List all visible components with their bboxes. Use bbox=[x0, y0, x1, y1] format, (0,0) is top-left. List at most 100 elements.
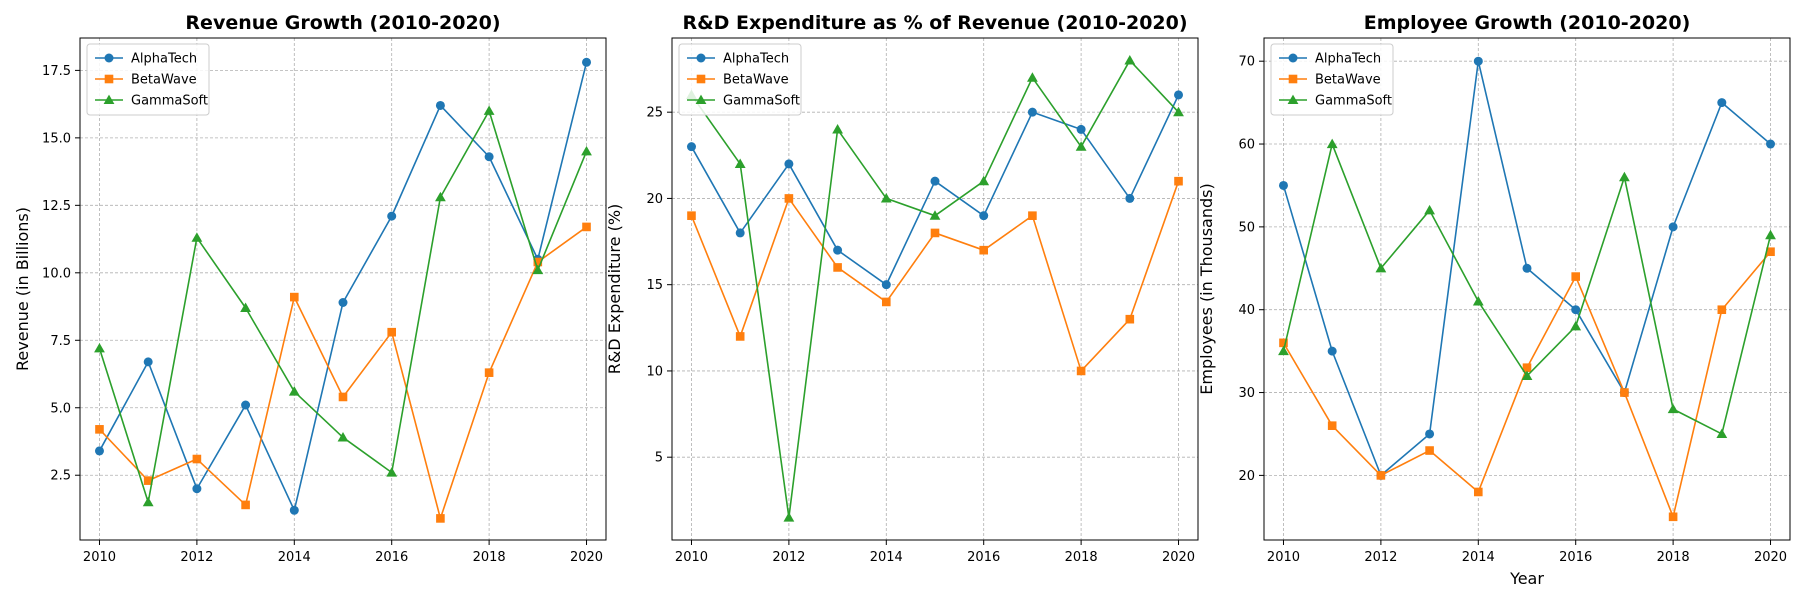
x-tick-label: 2012 bbox=[1364, 550, 1397, 565]
plot-area bbox=[1264, 38, 1790, 540]
legend-entry-label: AlphaTech bbox=[723, 52, 789, 67]
x-tick-label: 2014 bbox=[278, 550, 311, 565]
data-point bbox=[881, 280, 891, 290]
data-point bbox=[532, 264, 544, 275]
data-point bbox=[1425, 446, 1434, 455]
y-axis-label: Employees (in Thousands) bbox=[1197, 183, 1216, 394]
legend-box bbox=[1270, 43, 1394, 116]
plot-area bbox=[80, 38, 606, 540]
data-point bbox=[1125, 314, 1135, 324]
data-point bbox=[1570, 320, 1582, 331]
data-point bbox=[734, 158, 746, 168]
chart-panel-3: 2010 2012 2014 2016 2018 2020203040506070Empl… bbox=[1197, 12, 1791, 588]
data-point bbox=[881, 297, 891, 307]
data-point bbox=[1279, 338, 1288, 348]
data-point bbox=[484, 368, 494, 377]
data-point bbox=[1027, 72, 1038, 82]
x-tick-label: 2012 bbox=[772, 550, 805, 565]
y-tick-label: 5 bbox=[655, 451, 663, 466]
y-tick-label: 10.0 bbox=[42, 266, 71, 281]
legend-entry-label: BetaWave bbox=[1315, 73, 1381, 88]
data-point bbox=[483, 105, 495, 115]
series-betawave bbox=[687, 176, 1183, 376]
data-point bbox=[387, 327, 397, 337]
axes-frame bbox=[79, 37, 607, 541]
data-point bbox=[930, 176, 940, 186]
x-tick-label: 2012 bbox=[180, 550, 213, 565]
x-tick-label: 2016 bbox=[1559, 550, 1592, 565]
data-point bbox=[1522, 263, 1532, 273]
data-point bbox=[94, 446, 104, 456]
legend-entry-label: BetaWave bbox=[723, 73, 789, 88]
series-betawave bbox=[95, 222, 591, 523]
legend-entry-label: AlphaTech bbox=[131, 52, 197, 67]
axes-frame bbox=[1263, 37, 1791, 541]
data-point bbox=[1425, 429, 1435, 439]
data-point bbox=[1327, 346, 1337, 356]
legend: AlphaTech BetaWave GammaSoft bbox=[678, 43, 802, 116]
chart-title: R&D Expenditure as % of Revenue (2010-20… bbox=[682, 12, 1187, 34]
data-point bbox=[386, 467, 398, 477]
data-point bbox=[1375, 262, 1387, 273]
data-point bbox=[435, 191, 446, 202]
data-point bbox=[241, 500, 250, 510]
data-point bbox=[581, 145, 592, 156]
y-tick-label: 25 bbox=[646, 106, 663, 121]
data-point bbox=[1473, 487, 1483, 497]
data-point bbox=[833, 263, 842, 272]
axes-frame bbox=[671, 37, 1199, 541]
y-tick-label: 15.0 bbox=[42, 131, 71, 146]
legend-marker bbox=[103, 94, 115, 105]
data-point bbox=[338, 392, 348, 402]
chart-title: Employee Growth (2010-2020) bbox=[1364, 12, 1691, 34]
data-point bbox=[1472, 296, 1484, 306]
y-tick-label: 17.5 bbox=[42, 64, 71, 79]
data-point bbox=[1717, 305, 1727, 315]
data-point bbox=[686, 142, 696, 152]
data-point bbox=[1278, 180, 1288, 190]
y-tick-label: 10 bbox=[646, 364, 663, 379]
y-tick-label: 20 bbox=[646, 192, 663, 207]
data-point bbox=[1521, 370, 1533, 381]
data-point bbox=[1124, 55, 1136, 65]
data-point bbox=[582, 57, 592, 67]
y-axis-label: Revenue (in Billions) bbox=[13, 207, 32, 371]
y-tick-label: 40 bbox=[1238, 303, 1255, 318]
data-point bbox=[1620, 388, 1629, 397]
data-point bbox=[95, 425, 104, 434]
legend-marker bbox=[104, 74, 114, 84]
x-tick-label: 2018 bbox=[1657, 550, 1690, 565]
data-point bbox=[1619, 171, 1630, 182]
y-tick-label: 30 bbox=[1238, 386, 1255, 401]
y-tick-label: 50 bbox=[1238, 220, 1255, 235]
legend-marker bbox=[695, 94, 707, 105]
data-point bbox=[533, 257, 543, 267]
y-tick-label: 7.5 bbox=[50, 334, 71, 349]
legend-marker bbox=[696, 74, 706, 84]
legend-marker bbox=[1288, 53, 1298, 63]
data-point bbox=[289, 505, 299, 515]
y-tick-label: 15 bbox=[646, 278, 663, 293]
legend-box bbox=[86, 43, 210, 116]
x-tick-label: 2020 bbox=[1162, 550, 1195, 565]
data-point bbox=[784, 194, 794, 203]
data-point bbox=[1076, 366, 1086, 376]
data-point bbox=[1717, 98, 1727, 108]
data-point bbox=[1424, 204, 1435, 215]
data-point bbox=[143, 357, 153, 367]
data-point bbox=[1174, 90, 1184, 100]
legend-marker bbox=[696, 53, 706, 63]
y-tick-label: 60 bbox=[1238, 138, 1255, 153]
legend-entry-label: GammaSoft bbox=[131, 94, 208, 109]
x-tick-label: 2010 bbox=[83, 550, 116, 565]
data-point bbox=[1765, 229, 1776, 240]
legend-marker bbox=[1288, 74, 1298, 84]
data-point bbox=[979, 245, 989, 255]
legend: AlphaTech BetaWave GammaSoft bbox=[1270, 43, 1394, 116]
data-point bbox=[1174, 176, 1183, 186]
data-point bbox=[1327, 421, 1337, 430]
data-point bbox=[1125, 193, 1135, 203]
data-point bbox=[338, 297, 348, 307]
data-point bbox=[337, 432, 349, 442]
